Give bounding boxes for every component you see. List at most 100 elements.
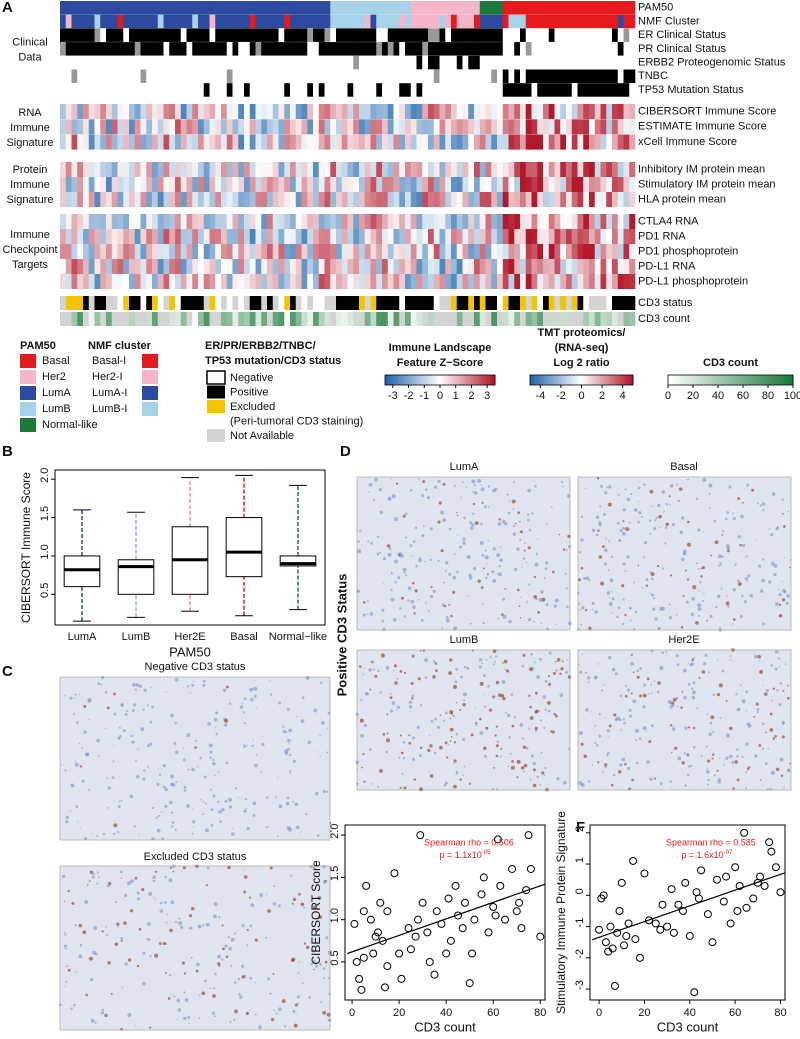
heatmap-cell	[382, 56, 388, 70]
heatmap-cell	[181, 229, 187, 244]
heatmap-cell	[399, 259, 405, 274]
heatmap-cell	[279, 56, 285, 70]
cell-texture	[726, 595, 727, 596]
heatmap-cell	[198, 177, 204, 192]
heatmap-cell	[578, 312, 584, 326]
heatmap-cell	[589, 56, 595, 70]
cell-texture	[98, 876, 100, 878]
heatmap-cell	[227, 244, 233, 259]
cell-texture	[731, 648, 734, 651]
cell-texture	[64, 932, 65, 933]
heatmap-cell	[313, 229, 319, 244]
heatmap-cell	[514, 56, 520, 70]
cell-texture	[760, 504, 762, 506]
cell-texture	[313, 969, 315, 971]
heatmap-cell	[624, 214, 630, 229]
heatmap-cell	[555, 229, 561, 244]
cell-texture	[328, 993, 330, 995]
cell-texture	[118, 805, 121, 808]
heatmap-cell	[215, 259, 221, 274]
heatmap-cell	[342, 83, 348, 97]
heatmap-cell	[284, 119, 290, 134]
heatmap-cell	[422, 42, 428, 56]
heatmap-cell	[279, 83, 285, 97]
heatmap-cell	[549, 312, 555, 326]
heatmap-cell	[428, 56, 434, 70]
heatmap-cell	[112, 1, 118, 15]
heatmap-cell	[405, 274, 411, 289]
cell-texture	[493, 663, 495, 665]
cell-texture	[720, 565, 721, 566]
image-title: Her2E	[668, 634, 699, 646]
heatmap-cell	[572, 119, 578, 134]
colorbar-step	[566, 375, 569, 385]
image-title: LumA	[450, 461, 479, 473]
cell-texture	[554, 605, 557, 608]
heatmap-cell	[595, 42, 601, 56]
cell-texture	[176, 999, 180, 1003]
point	[607, 923, 614, 930]
heatmap-cell	[330, 259, 336, 274]
micrograph	[357, 650, 570, 790]
cell-texture	[619, 763, 622, 766]
heatmap-cell	[100, 135, 106, 150]
heatmap-cell	[267, 244, 273, 259]
heatmap-cell	[152, 244, 158, 259]
cell-texture	[504, 588, 506, 590]
cell-texture	[628, 788, 630, 790]
heatmap-cell	[532, 162, 538, 177]
heatmap-cell	[83, 1, 89, 15]
heatmap-cell	[532, 28, 538, 42]
cell-texture	[684, 727, 687, 730]
heatmap-cell	[503, 177, 509, 192]
heatmap-cell	[371, 1, 377, 15]
heatmap-cell	[491, 42, 497, 56]
heatmap-cell	[279, 15, 285, 29]
heatmap-cell	[532, 70, 538, 84]
heatmap-cell	[66, 259, 72, 274]
heatmap-cell	[595, 177, 601, 192]
cell-texture	[721, 587, 722, 588]
cell-texture	[529, 529, 532, 532]
cell-texture	[121, 940, 123, 942]
heatmap-cell	[405, 244, 411, 259]
cell-texture	[567, 535, 570, 538]
heatmap-cell	[509, 28, 515, 42]
cell-texture	[474, 484, 476, 486]
colorbar-step	[421, 375, 424, 385]
heatmap-cell	[250, 104, 256, 119]
cell-texture	[496, 681, 499, 684]
cell-texture	[400, 670, 403, 673]
heatmap-cell	[428, 104, 434, 119]
heatmap-cell	[457, 192, 463, 207]
heatmap-cell	[388, 42, 394, 56]
heatmap-cell	[83, 312, 89, 326]
cell-texture	[206, 884, 208, 886]
cell-texture	[75, 763, 79, 767]
cell-texture	[496, 553, 500, 557]
cell-texture	[65, 820, 68, 823]
heatmap-cell	[77, 56, 83, 70]
heatmap-cell	[233, 244, 239, 259]
heatmap-cell	[491, 312, 497, 326]
cell-texture	[669, 495, 671, 497]
heatmap-cell	[146, 259, 152, 274]
heatmap-cell	[624, 70, 630, 84]
cell-texture	[630, 493, 632, 495]
heatmap-cell	[152, 192, 158, 207]
cell-texture	[363, 601, 366, 604]
cell-texture	[536, 675, 540, 679]
heatmap-cell	[463, 28, 469, 42]
heatmap-cell	[365, 135, 371, 150]
colorbar-step	[787, 375, 791, 385]
heatmap-cell	[72, 119, 78, 134]
cell-texture	[549, 652, 552, 655]
cell-texture	[166, 691, 167, 692]
heatmap-cell	[566, 104, 572, 119]
cell-texture	[315, 792, 318, 795]
heatmap-cell	[520, 135, 526, 150]
cell-texture	[487, 563, 488, 564]
cell-texture	[707, 768, 708, 769]
colorbar-step	[530, 375, 533, 385]
heatmap-cell	[371, 135, 377, 150]
